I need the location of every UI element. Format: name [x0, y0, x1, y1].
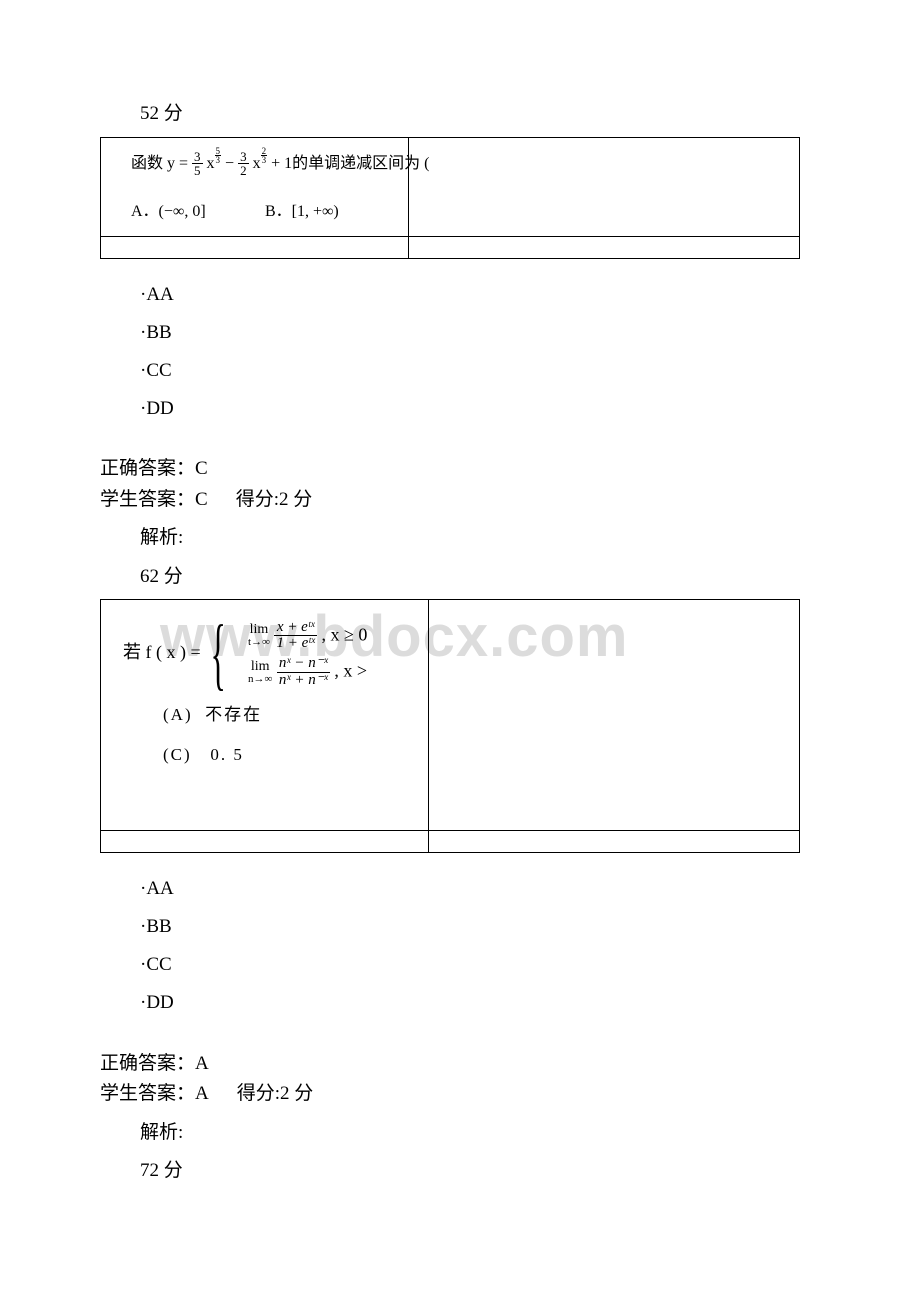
choice-a[interactable]: ·AA	[140, 277, 820, 313]
q5-optB: B．[1, +∞)	[265, 203, 339, 220]
q6-cases: lim t→∞ x + eᵗˣ 1 + eᵗˣ , x ≥ 0 lim	[248, 616, 367, 693]
q6-frac2: nˣ − n⁻ˣ nˣ + n⁻ˣ	[277, 656, 330, 689]
q6-case2: lim n→∞ nˣ − n⁻ˣ nˣ + n⁻ˣ , x >	[248, 656, 367, 689]
choice-a[interactable]: ·AA	[140, 871, 820, 907]
q5-right-cell	[409, 138, 799, 236]
q5-bottom-row	[101, 236, 799, 258]
q5-answers: 正确答案：C 学生答案：C 得分:2 分	[100, 455, 820, 514]
q6-optC-label: (C)	[163, 745, 192, 764]
q6-student-label: 学生答案：	[100, 1083, 195, 1104]
x-var: x	[207, 154, 215, 171]
q6-optC-text: 0. 5	[210, 745, 244, 764]
q5-stem-suffix: + 1的单调递减区间为 (	[271, 154, 429, 171]
q5-frac2: 3 2	[238, 150, 249, 178]
frac-den: 1 + eᵗˣ	[274, 636, 317, 652]
q6-box: 若 f ( x ) = { lim t→∞ x + eᵗˣ 1 + eᵗˣ	[100, 599, 800, 853]
exp-den: 3	[261, 156, 268, 165]
q5-header: 52 分	[140, 100, 820, 129]
frac-den: 2	[238, 164, 249, 178]
q5-stem-cell: 函数 y = 3 5 x53 − 3 2 x23 + 1的单调递减区间为 ( A…	[101, 138, 409, 236]
choice-d[interactable]: ·DD	[140, 391, 820, 427]
q5-choices: ·AA ·BB ·CC ·DD	[140, 277, 820, 427]
q6-optA-text: 不存在	[205, 705, 262, 724]
choice-b[interactable]: ·BB	[140, 909, 820, 945]
q5-expB: 23	[261, 147, 268, 165]
lim1: lim t→∞	[248, 623, 270, 648]
frac-num: x + eᵗˣ	[274, 620, 317, 637]
q5-student-value: C	[195, 489, 208, 510]
q6-case2-cond: , x >	[334, 661, 367, 681]
q5-correct-value: C	[195, 458, 208, 479]
lim-text: lim	[248, 660, 272, 674]
q5-stem: 函数 y = 3 5 x53 − 3 2 x23 + 1的单调递减区间为 (	[131, 150, 398, 178]
q5-expA: 53	[215, 147, 222, 165]
q5-frac1: 3 5	[192, 150, 203, 178]
q6-bottom-row	[101, 830, 799, 852]
choice-c[interactable]: ·CC	[140, 353, 820, 389]
frac-den: nˣ + n⁻ˣ	[277, 673, 330, 689]
choice-c[interactable]: ·CC	[140, 947, 820, 983]
q5-stem-prefix: 函数 y =	[131, 154, 192, 171]
lim-sub: n→∞	[248, 674, 272, 685]
q5-optA: A．(−∞, 0]	[131, 200, 261, 224]
q6-frac1: x + eᵗˣ 1 + eᵗˣ	[274, 620, 317, 653]
q6-optC-row: (C) 0. 5	[123, 742, 420, 768]
q5-correct-label: 正确答案：	[100, 458, 195, 479]
q6-optA-label: (A)	[163, 705, 193, 724]
q6-score-value: 2 分	[280, 1083, 313, 1104]
q5-score-value: 2 分	[279, 489, 312, 510]
q6-answers: 正确答案：A 学生答案：A 得分:2 分	[100, 1050, 820, 1109]
q6-optA-row: (A) 不存在	[123, 702, 420, 728]
x-var: x	[253, 154, 261, 171]
q6-score-label: 得分:	[237, 1083, 280, 1104]
q7-header: 72 分	[140, 1157, 820, 1186]
q5-score-label: 得分:	[236, 489, 279, 510]
q6-right-cell	[429, 600, 799, 830]
frac-num: nˣ − n⁻ˣ	[277, 656, 330, 673]
q6-stem-prefix: 若 f ( x ) =	[123, 642, 205, 662]
exp-den: 3	[215, 156, 222, 165]
lim-text: lim	[248, 623, 270, 637]
q5-box: 函数 y = 3 5 x53 − 3 2 x23 + 1的单调递减区间为 ( A…	[100, 137, 800, 259]
frac-num: 3	[238, 150, 249, 165]
frac-den: 5	[192, 164, 203, 178]
q5-ab-row: A．(−∞, 0] B．[1, +∞)	[131, 200, 398, 224]
q5-jiexi: 解析:	[140, 524, 820, 553]
q6-correct-value: A	[195, 1053, 209, 1074]
choice-b[interactable]: ·BB	[140, 315, 820, 351]
choice-d[interactable]: ·DD	[140, 985, 820, 1021]
brace-icon: {	[211, 614, 226, 694]
lim2: lim n→∞	[248, 660, 272, 685]
q5-student-label: 学生答案：	[100, 489, 195, 510]
minus: −	[225, 154, 238, 171]
frac-num: 3	[192, 150, 203, 165]
q6-case1: lim t→∞ x + eᵗˣ 1 + eᵗˣ , x ≥ 0	[248, 620, 367, 653]
q6-stem-cell: 若 f ( x ) = { lim t→∞ x + eᵗˣ 1 + eᵗˣ	[101, 600, 429, 830]
q6-choices: ·AA ·BB ·CC ·DD	[140, 871, 820, 1021]
q6-header: 62 分	[140, 563, 820, 592]
q6-correct-label: 正确答案：	[100, 1053, 195, 1074]
q6-jiexi: 解析:	[140, 1119, 820, 1148]
q6-case1-cond: , x ≥ 0	[322, 624, 368, 644]
q6-student-value: A	[195, 1083, 209, 1104]
lim-sub: t→∞	[248, 637, 270, 648]
